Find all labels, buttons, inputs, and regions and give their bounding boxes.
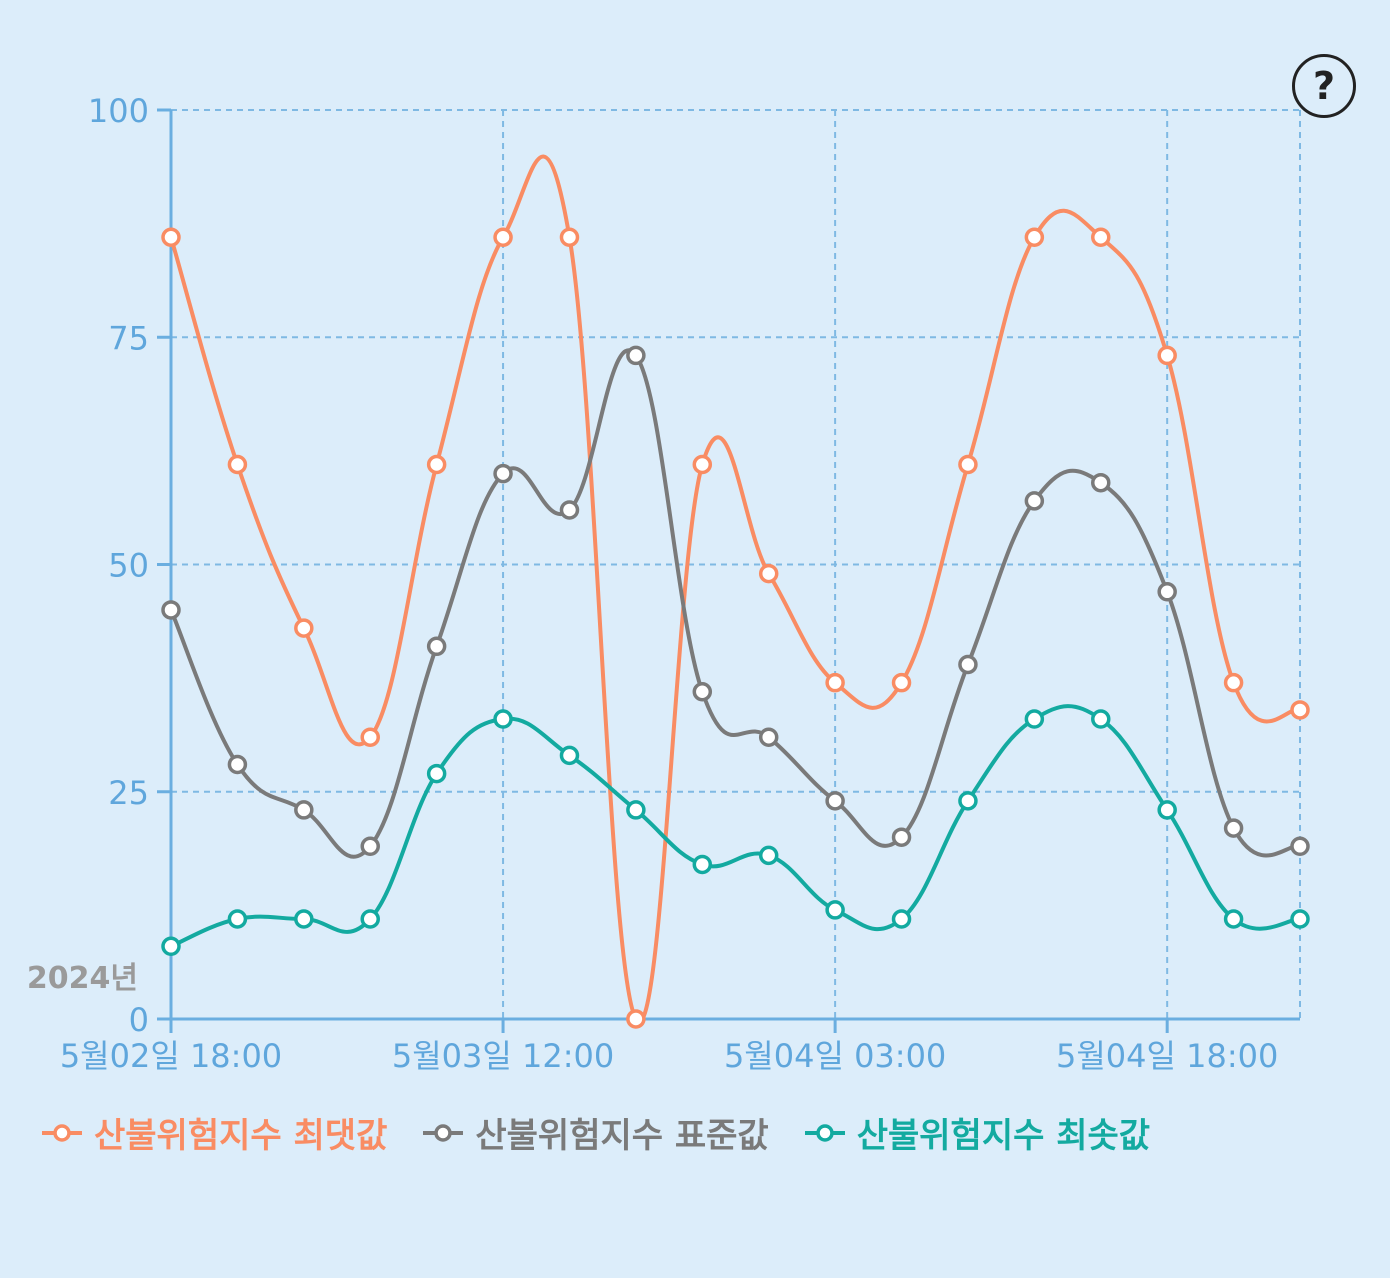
data-point[interactable]: [692, 454, 713, 475]
data-point[interactable]: [626, 800, 646, 820]
data-point[interactable]: [559, 745, 580, 766]
data-point[interactable]: [294, 618, 314, 638]
y-tick-label: 25: [108, 774, 149, 812]
data-point[interactable]: [227, 754, 248, 775]
data-point[interactable]: [426, 763, 447, 784]
x-tick-label: 5월04일 18:00: [1056, 1037, 1278, 1075]
data-point[interactable]: [1223, 909, 1244, 929]
series-line: [169, 154, 1301, 1024]
legend-marker-icon: [423, 1123, 464, 1142]
data-point[interactable]: [559, 227, 580, 248]
legend-label: 산불위험지수 최댓값: [94, 1116, 388, 1156]
series-1: [161, 154, 1310, 1029]
data-point[interactable]: [161, 600, 181, 620]
series-3: [161, 704, 1310, 957]
data-point[interactable]: [294, 800, 314, 820]
grid-lines: [171, 109, 1301, 1019]
data-point[interactable]: [1091, 227, 1111, 248]
x-tick-label: 5월04일 03:00: [724, 1037, 946, 1075]
data-point[interactable]: [1091, 472, 1111, 493]
data-point[interactable]: [360, 909, 380, 929]
data-point[interactable]: [493, 709, 513, 729]
legend-marker-icon: [804, 1123, 845, 1142]
data-point[interactable]: [825, 900, 845, 920]
data-point[interactable]: [1290, 700, 1310, 720]
x-tick-label: 5월03일 12:00: [392, 1037, 614, 1075]
legend-item[interactable]: 산불위험지수 최댓값: [40, 1108, 387, 1157]
data-point[interactable]: [1024, 227, 1045, 248]
data-point[interactable]: [1024, 491, 1045, 511]
legend-item[interactable]: 산불위험지수 표준값: [421, 1108, 769, 1157]
data-point[interactable]: [294, 909, 314, 929]
legend-label: 산불위험지수 최솟값: [856, 1116, 1151, 1156]
legend: 산불위험지수 최댓값 산불위험지수 표준값 산불위험지수 최솟값: [40, 1108, 1150, 1157]
data-point[interactable]: [958, 791, 978, 811]
data-point[interactable]: [958, 654, 978, 675]
data-point[interactable]: [426, 636, 447, 657]
data-point[interactable]: [1024, 709, 1045, 729]
legend-item[interactable]: 산불위험지수 최솟값: [803, 1108, 1150, 1157]
data-point[interactable]: [227, 454, 248, 475]
data-point[interactable]: [825, 672, 845, 693]
data-point[interactable]: [360, 836, 380, 857]
series-group: [161, 154, 1310, 1029]
data-point[interactable]: [1223, 672, 1244, 693]
data-point[interactable]: [958, 454, 978, 475]
help-button[interactable]: ?: [1292, 54, 1356, 118]
question-circle-icon: ?: [1312, 64, 1336, 108]
data-point[interactable]: [626, 345, 646, 366]
series-line: [170, 704, 1301, 949]
data-point[interactable]: [161, 227, 181, 248]
data-point[interactable]: [891, 672, 912, 693]
legend-marker-icon: [42, 1123, 82, 1142]
y-tick-label: 0: [129, 1001, 149, 1039]
data-point[interactable]: [1157, 800, 1177, 820]
data-point[interactable]: [426, 454, 447, 475]
data-point[interactable]: [1290, 836, 1310, 857]
data-point[interactable]: [360, 727, 380, 747]
legend-label: 산불위험지수 표준값: [475, 1116, 769, 1156]
data-point[interactable]: [1091, 709, 1111, 729]
data-point[interactable]: [758, 727, 779, 747]
data-point[interactable]: [825, 791, 845, 811]
data-point[interactable]: [891, 909, 912, 929]
data-point[interactable]: [1157, 345, 1177, 366]
axes: 0 25 50 75 100 5월02일 18:00 5월03일 12:00 5월04일 03…: [60, 92, 1300, 1075]
data-point[interactable]: [1290, 909, 1310, 929]
data-point[interactable]: [692, 682, 713, 702]
data-point[interactable]: [493, 227, 513, 248]
data-point[interactable]: [1157, 582, 1177, 602]
series-line: [169, 348, 1301, 859]
data-point[interactable]: [559, 500, 580, 520]
data-point[interactable]: [1223, 818, 1244, 838]
data-point[interactable]: [161, 936, 181, 957]
x-tick-label: 5월02일 18:00: [60, 1037, 282, 1075]
y-tick-label: 100: [88, 92, 149, 130]
data-point[interactable]: [626, 1009, 646, 1029]
data-point[interactable]: [227, 909, 248, 929]
series-2: [161, 345, 1310, 859]
y-tick-label: 75: [108, 319, 149, 357]
year-label: 2024년: [27, 961, 138, 996]
data-point[interactable]: [891, 827, 912, 847]
y-tick-label: 50: [108, 547, 149, 585]
data-point[interactable]: [692, 854, 713, 875]
data-point[interactable]: [493, 463, 513, 484]
data-point[interactable]: [758, 563, 779, 584]
data-point[interactable]: [758, 845, 779, 866]
